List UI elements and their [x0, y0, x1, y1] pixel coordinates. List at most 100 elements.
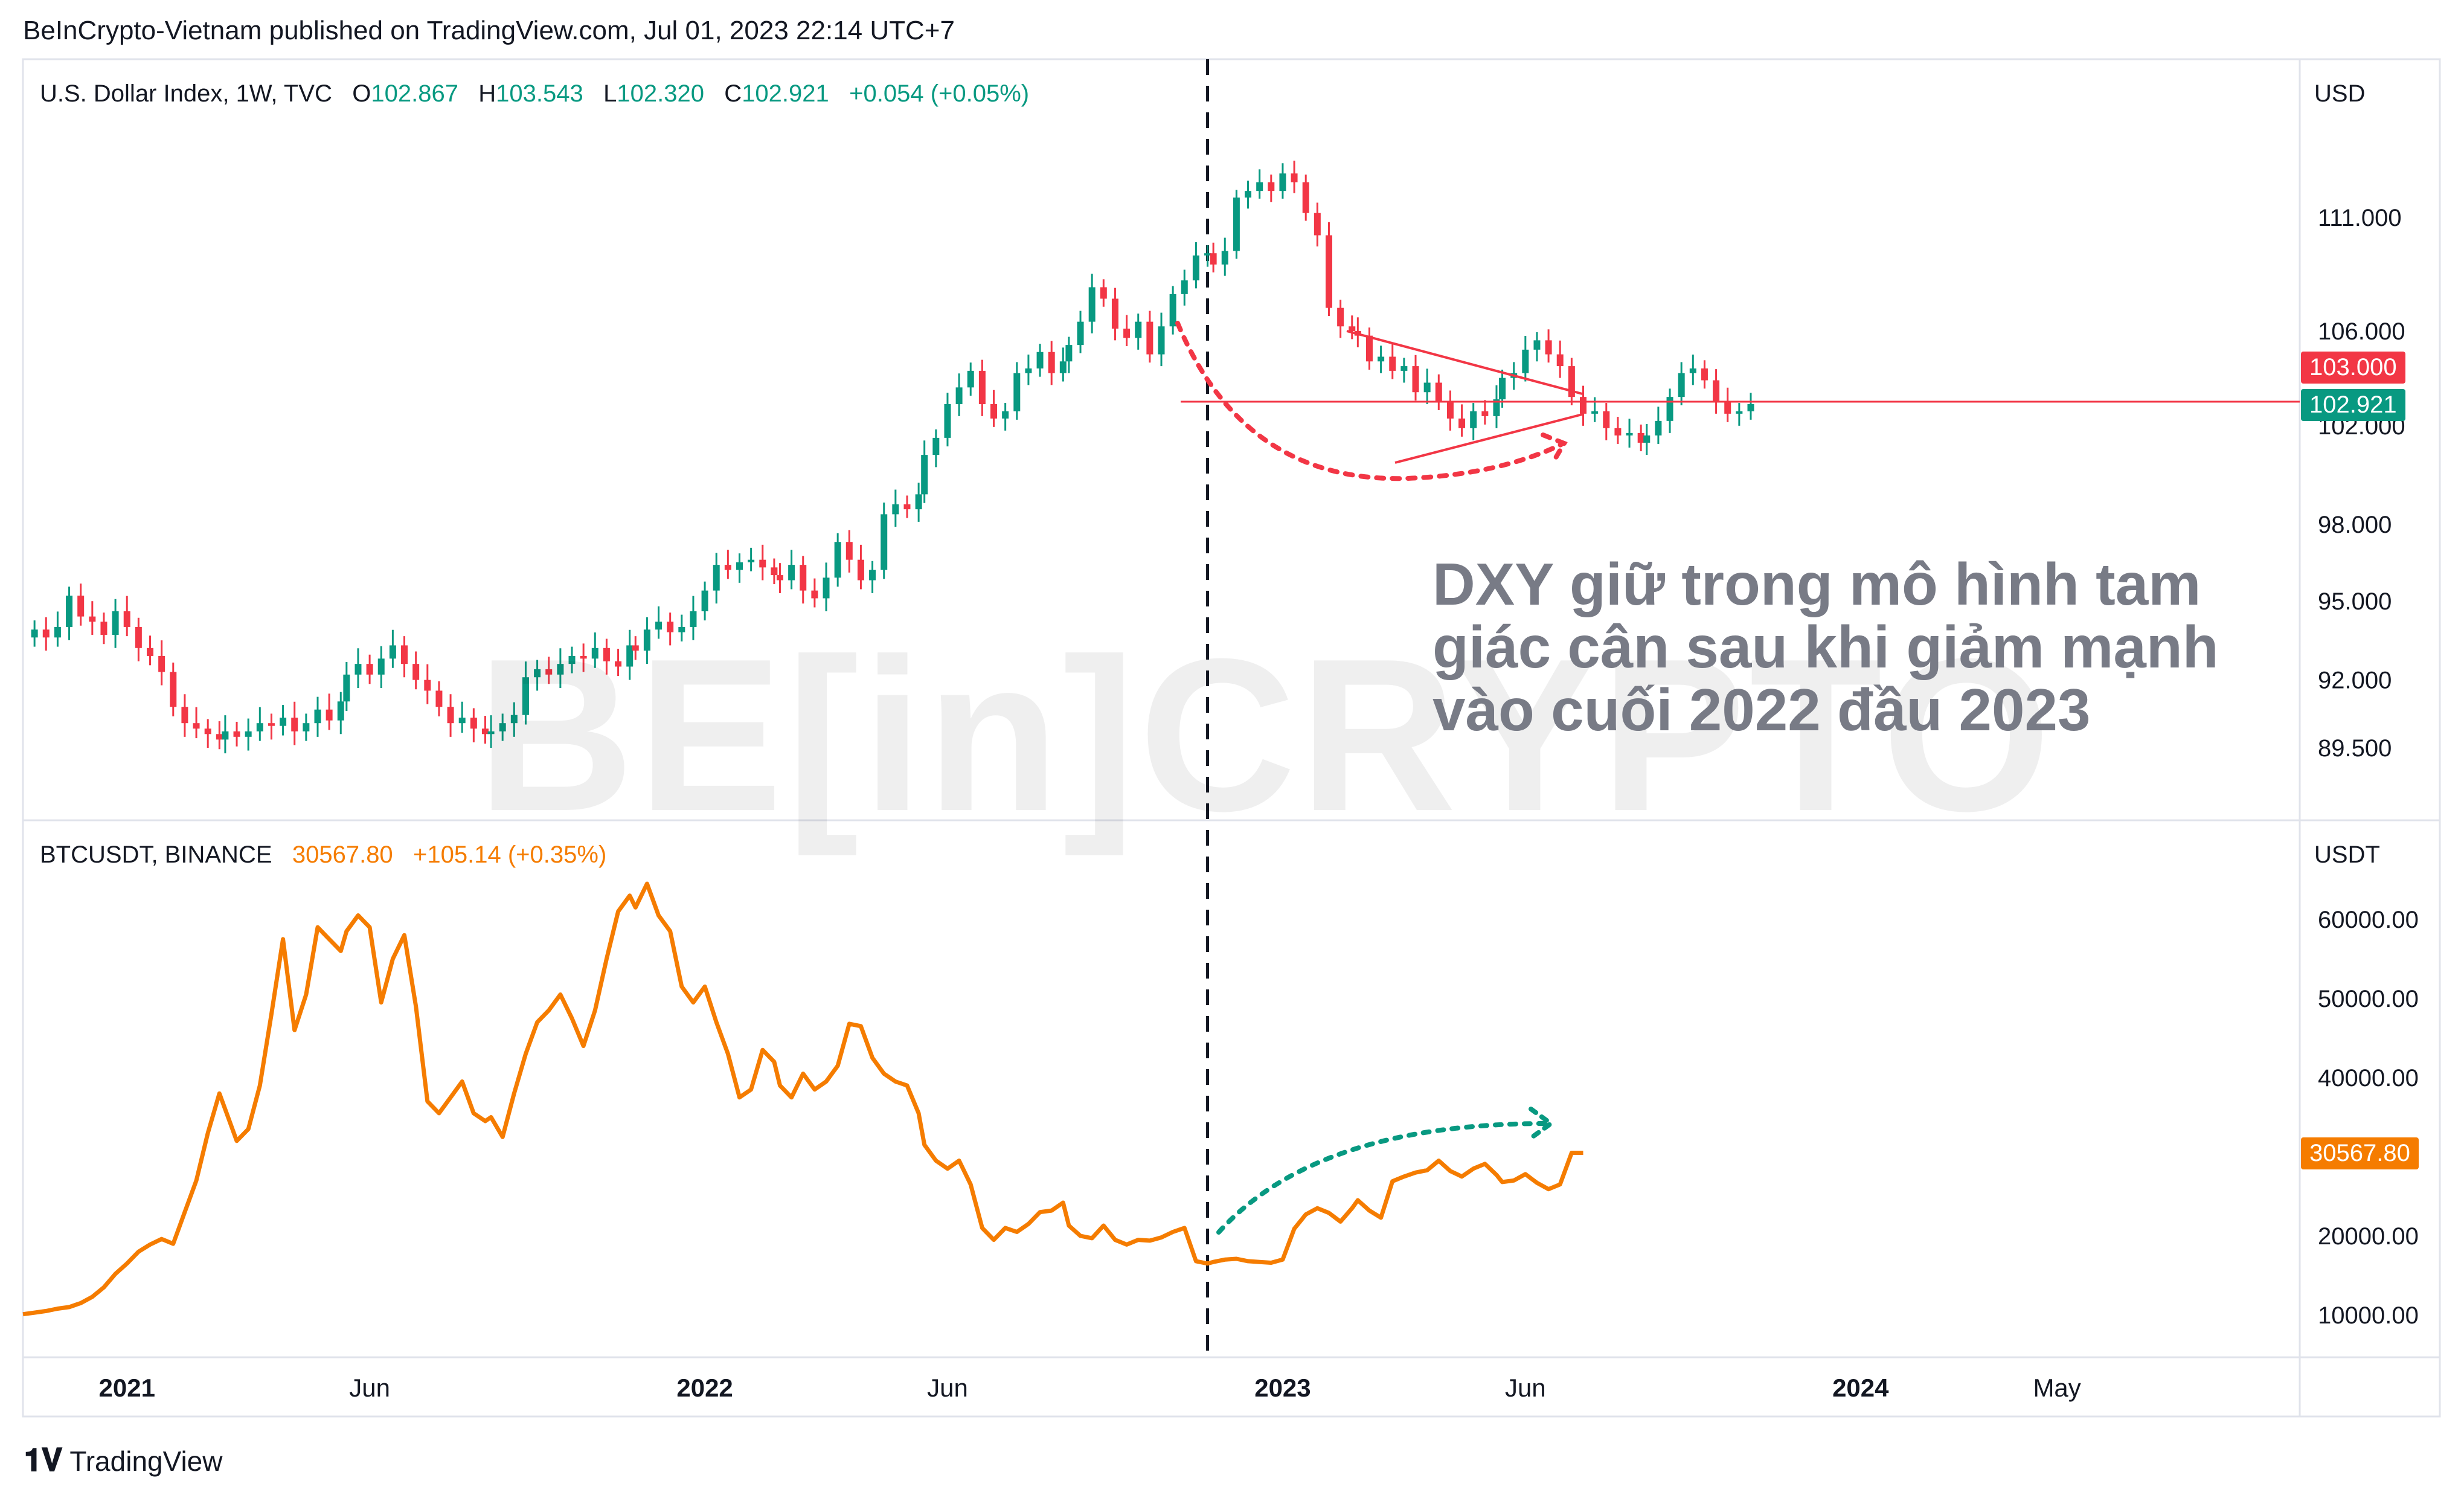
dxy-candle-body: [1245, 191, 1252, 198]
btc-last-price-tag: 30567.80: [2301, 1137, 2419, 1169]
dxy-candle-body: [268, 723, 275, 726]
dxy-currency[interactable]: USD: [2314, 80, 2366, 107]
dxy-candle-body: [557, 664, 564, 675]
dxy-candle-body: [811, 590, 818, 599]
dxy-candle-body: [204, 728, 211, 735]
dxy-candle-body: [1169, 294, 1176, 327]
dxy-candle-body: [713, 565, 720, 591]
dxy-candle-body: [1458, 418, 1466, 428]
dxy-candle-body: [1423, 382, 1431, 393]
dxy-candle-body: [1123, 329, 1131, 338]
dxy-candle-body: [1493, 399, 1500, 416]
dxy-candle-body: [31, 629, 38, 638]
dxy-candle-body: [1412, 366, 1419, 393]
chart-frame: [22, 58, 2441, 1418]
dxy-candle-body: [1591, 411, 1599, 414]
dxy-open-label: O: [352, 80, 371, 107]
dxy-candle-body: [545, 669, 553, 675]
dxy-candle-body: [233, 731, 240, 737]
btc-y-tick: 60000.00: [2318, 907, 2419, 933]
dxy-candle-body: [1233, 198, 1240, 251]
dxy-candle-body: [470, 718, 477, 729]
dxy-candle-body: [66, 596, 73, 627]
dxy-candle-body: [1603, 411, 1610, 428]
tradingview-logo[interactable]: 𝟏𝐕 TradingView: [24, 1442, 222, 1479]
dxy-candle-body: [591, 648, 598, 659]
dxy-candle-body: [1181, 280, 1188, 294]
btc-change: +105.14 (+0.35%): [413, 841, 607, 868]
dxy-candle-body: [1365, 335, 1373, 362]
dxy-candle-body: [303, 723, 310, 731]
tradingview-brand: TradingView: [69, 1445, 223, 1477]
dxy-candle-body: [77, 596, 85, 617]
dxy-candle-body: [568, 655, 576, 664]
dxy-candle-body: [112, 611, 119, 635]
dxy-candle-body: [990, 404, 998, 419]
dxy-legend: U.S. Dollar Index, 1W, TVC O102.867 H103…: [40, 80, 1029, 108]
dxy-candle-body: [800, 565, 807, 591]
dxy-candle-body: [181, 707, 188, 724]
dxy-candle-body: [921, 455, 928, 495]
dxy-candle-body: [534, 669, 541, 678]
x-axis-tick: 2022: [676, 1374, 733, 1402]
dxy-candle-body: [724, 565, 731, 570]
dxy-candle-body: [1736, 411, 1743, 414]
dxy-y-tick: 111.000: [2318, 205, 2402, 231]
red-arrow-head: [1541, 432, 1568, 466]
dxy-candle-body: [1036, 352, 1044, 368]
dxy-candle-body: [1077, 321, 1084, 346]
dxy-candle-body: [1724, 402, 1731, 414]
dxy-candle-body: [1337, 307, 1344, 327]
dxy-candle-body: [42, 629, 50, 638]
dxy-candle-body: [736, 562, 743, 570]
dxy-candle-body: [823, 577, 830, 599]
dxy-candle-body: [481, 728, 489, 735]
dxy-candle-body: [412, 664, 420, 680]
triangle-upper-trendline: [1346, 330, 1583, 395]
dxy-candle-body: [1637, 432, 1644, 443]
dxy-candle-body: [326, 709, 333, 721]
triangle-lower-trendline: [1394, 413, 1583, 464]
watermark: BE[in]CRYPTO: [477, 614, 2055, 857]
dxy-candle-body: [1325, 235, 1332, 308]
dxy-candle-body: [892, 504, 899, 515]
dxy-candle-body: [256, 723, 263, 731]
dxy-candle-body: [1533, 340, 1541, 350]
dxy-candle-body: [499, 723, 506, 731]
dxy-candle-body: [54, 626, 61, 638]
dxy-candle-body: [1747, 404, 1754, 411]
dxy-candle-body: [1221, 251, 1228, 265]
dxy-candle-body: [1013, 373, 1021, 411]
dxy-candles: [31, 160, 1754, 754]
dxy-candle-body: [222, 731, 229, 740]
dxy-candle-body: [771, 567, 778, 576]
dxy-candle-body: [1678, 373, 1685, 397]
dxy-high: 103.543: [496, 80, 583, 107]
dxy-candle-body: [424, 680, 431, 691]
annotation-line-2: giác cân sau khi giảm mạnh: [1433, 614, 2219, 680]
dxy-candle-body: [366, 664, 373, 675]
dxy-candle-body: [89, 616, 96, 622]
dxy-symbol: U.S. Dollar Index, 1W, TVC: [40, 80, 332, 107]
dxy-candle-body: [401, 645, 408, 664]
dxy-candle-body: [100, 622, 107, 635]
btc-y-tick: 20000.00: [2318, 1223, 2419, 1250]
dxy-candle-body: [1470, 411, 1477, 428]
dxy-candle-body: [788, 565, 795, 580]
dxy-candle-body: [1100, 287, 1107, 299]
btc-y-tick: 10000.00: [2318, 1302, 2419, 1329]
dxy-candle-body: [632, 645, 639, 651]
btc-currency[interactable]: USDT: [2314, 841, 2380, 868]
dxy-candle-body: [135, 626, 142, 648]
btc-price-line: [22, 881, 1583, 1317]
dxy-candle-body: [857, 559, 864, 580]
dxy-candle-body: [1435, 382, 1442, 402]
dxy-candle-body: [1522, 349, 1529, 373]
dxy-candle-body: [1048, 352, 1055, 373]
dxy-candle-body: [1025, 368, 1032, 373]
dxy-candle-body: [377, 658, 385, 675]
x-axis-tick: 2024: [1832, 1374, 1889, 1402]
dxy-candle-body: [615, 661, 622, 667]
dxy-candle-body: [845, 542, 853, 560]
